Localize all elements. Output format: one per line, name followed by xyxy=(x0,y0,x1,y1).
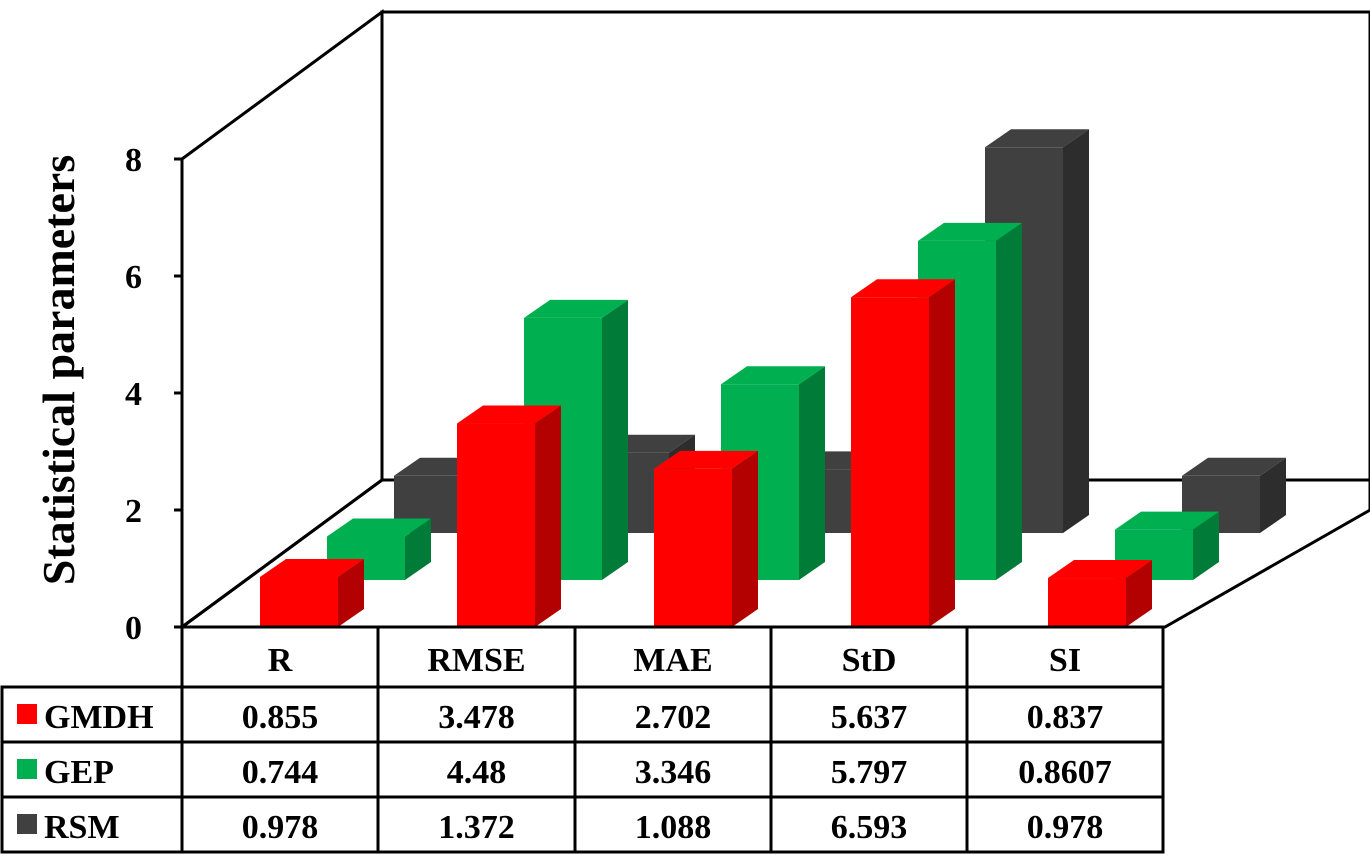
bar-side xyxy=(799,366,825,580)
data-label: 3.478 xyxy=(438,699,515,736)
data-label: 1.088 xyxy=(635,809,712,846)
bar-front xyxy=(1048,578,1126,627)
data-label: 0.837 xyxy=(1027,699,1104,736)
bar-top xyxy=(260,558,364,577)
bar-top xyxy=(918,222,1022,241)
bar-side xyxy=(535,405,561,627)
bar-front xyxy=(260,576,338,627)
bar-side xyxy=(1193,511,1219,580)
bar-top xyxy=(851,279,955,298)
bar-top xyxy=(457,405,561,424)
bar-side xyxy=(732,450,758,627)
y-axis-ticks: 0 2 4 6 8 xyxy=(125,142,182,647)
bar-gmdh-rmse xyxy=(457,405,561,627)
bar-side xyxy=(602,299,628,580)
data-label: 1.372 xyxy=(438,809,515,846)
back-wall xyxy=(380,10,1370,482)
data-label: 0.978 xyxy=(1027,809,1104,846)
bar-front xyxy=(851,297,929,627)
data-label: 4.48 xyxy=(447,754,507,791)
bar-side xyxy=(405,518,431,580)
category-label: RMSE xyxy=(427,642,525,679)
bar-top xyxy=(1115,511,1219,530)
legend-label: RSM xyxy=(44,809,120,846)
y-axis-label: Statistical parameters xyxy=(33,155,84,586)
y-tick-label: 8 xyxy=(125,142,142,179)
chart-bars xyxy=(260,129,1286,627)
bar-side xyxy=(929,279,955,627)
y-tick-label: 0 xyxy=(125,610,142,647)
table-row xyxy=(0,740,1165,799)
bar-gmdh-r xyxy=(260,558,364,627)
bar-side xyxy=(996,222,1022,581)
category-label: MAE xyxy=(633,642,712,679)
bar-top xyxy=(985,129,1089,148)
bar-side xyxy=(1260,457,1286,533)
data-label: 5.797 xyxy=(831,754,908,791)
y-tick-label: 6 xyxy=(125,259,142,296)
data-label: 6.593 xyxy=(831,809,908,846)
bar-gmdh-std xyxy=(851,279,955,627)
category-label: SI xyxy=(1049,642,1081,679)
bar-top xyxy=(721,366,825,385)
bar-top xyxy=(1182,457,1286,476)
bar-side xyxy=(1126,560,1152,627)
bar-front xyxy=(654,468,732,627)
legend-swatch-gep xyxy=(17,759,37,779)
bar-top xyxy=(327,518,431,537)
bar-top xyxy=(524,299,628,318)
data-label: 0.855 xyxy=(242,699,319,736)
legend-label: GMDH xyxy=(44,699,154,736)
bar-side xyxy=(1063,129,1089,533)
y-tick-label: 2 xyxy=(125,493,142,530)
table-row xyxy=(0,795,1165,854)
legend-swatch-gmdh xyxy=(17,704,37,724)
data-label: 2.702 xyxy=(635,699,712,736)
data-table: R RMSE MAE StD SI GMDH 0.855 3.478 2.702 5.637 0.8… xyxy=(0,625,1165,854)
data-label: 3.346 xyxy=(635,754,712,791)
y-tick-label: 4 xyxy=(125,376,142,413)
bar-top xyxy=(1048,560,1152,579)
category-label: StD xyxy=(842,642,897,679)
bar-gmdh-si xyxy=(1048,560,1152,627)
category-label: R xyxy=(268,642,293,679)
bar-top xyxy=(654,450,758,469)
data-label: 0.978 xyxy=(242,809,319,846)
bar-gmdh-mae xyxy=(654,450,758,627)
bar-front xyxy=(457,423,535,627)
legend-label: GEP xyxy=(44,754,114,791)
data-label: 0.744 xyxy=(242,754,319,791)
data-label: 5.637 xyxy=(831,699,908,736)
data-label: 0.8607 xyxy=(1018,754,1112,791)
legend-swatch-rsm xyxy=(17,814,37,834)
bar-side xyxy=(338,558,364,627)
table-row xyxy=(0,685,1165,744)
